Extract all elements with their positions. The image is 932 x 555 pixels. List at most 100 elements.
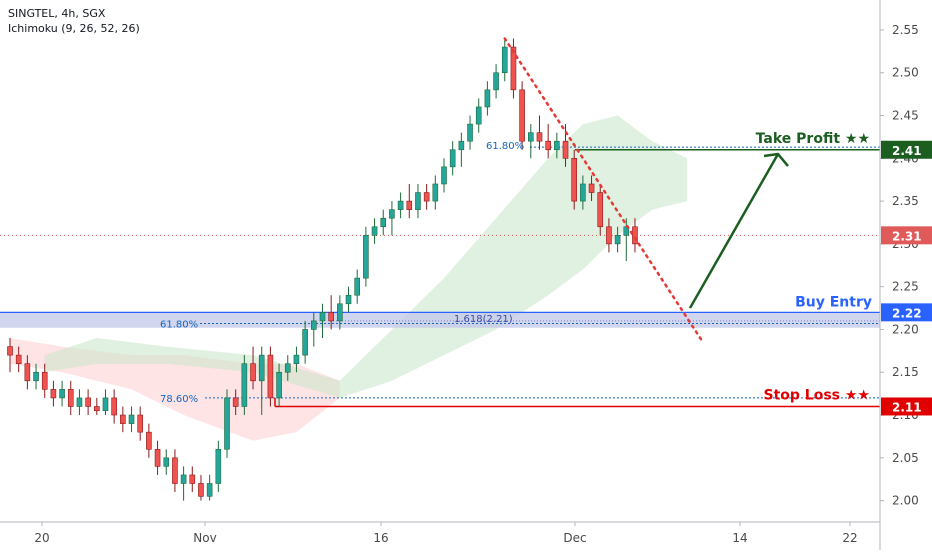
candle-body	[146, 431, 152, 450]
candle-body	[310, 320, 317, 330]
candle-body	[94, 406, 100, 412]
take-profit-badge: 2.41	[892, 144, 922, 158]
candle-body	[128, 414, 135, 424]
candle-body	[597, 192, 604, 228]
candle-body	[293, 354, 300, 364]
candle-body	[120, 414, 126, 424]
candle-body	[224, 397, 230, 450]
y-tick-label: 2.25	[892, 280, 919, 294]
fib-1618-label: 1.618(2.21)	[454, 314, 513, 325]
candle-body	[389, 209, 395, 219]
candle-body	[449, 149, 456, 168]
fib-618-upper-label: 61.80%	[486, 141, 524, 152]
buy-entry-badge: 2.22	[892, 306, 922, 320]
last-price-badge: 2.31	[892, 229, 922, 243]
candle-body	[580, 183, 586, 202]
symbol-title: SINGTEL, 4h, SGX	[8, 7, 106, 20]
take-profit-label: Take Profit ★★	[756, 131, 870, 147]
candle-body	[67, 389, 74, 407]
candle-body	[458, 140, 465, 151]
candle-body	[189, 474, 196, 484]
indicator-label: Ichimoku (9, 26, 52, 26)	[8, 22, 140, 35]
downtrend-line	[503, 37, 705, 344]
candle-body	[415, 192, 421, 210]
candle-body	[345, 294, 352, 305]
y-tick-label: 2.05	[892, 451, 919, 465]
buy-entry-label: Buy Entry	[795, 294, 872, 310]
candle-body	[536, 132, 543, 142]
fib-618-lower-label: 61.80%	[160, 319, 198, 330]
projection-arrow-head	[763, 152, 789, 167]
candle-body	[250, 363, 256, 382]
candle-body	[241, 363, 248, 407]
x-tick-label: 16	[373, 531, 388, 545]
ichimoku-cloud-bullish	[44, 115, 688, 398]
candle-body	[154, 448, 161, 467]
y-tick-label: 2.35	[892, 194, 919, 208]
candle-body	[406, 200, 413, 210]
candle-body	[423, 192, 430, 202]
candle-body	[163, 457, 170, 467]
x-tick-label: 14	[732, 531, 747, 545]
candle-body	[571, 158, 578, 202]
candle-body	[215, 448, 222, 484]
candle-body	[33, 371, 39, 382]
candle-body	[527, 132, 534, 142]
candle-body	[519, 89, 525, 142]
candle-body	[632, 226, 638, 245]
candle-body	[606, 226, 612, 245]
candle-body	[554, 140, 560, 151]
stop-loss-badge-bg	[881, 397, 932, 416]
x-tick-label: 22	[842, 531, 857, 545]
candle-body	[41, 371, 48, 390]
buy-entry-badge-bg	[881, 303, 932, 322]
y-tick-label: 2.45	[892, 109, 919, 123]
candle-body	[15, 354, 22, 364]
candle-body	[137, 414, 143, 433]
candle-body	[475, 106, 482, 125]
candle-body	[397, 200, 404, 210]
candle-body	[50, 389, 57, 399]
candle-body	[198, 483, 204, 497]
candle-body	[484, 89, 491, 108]
candle-body	[59, 389, 65, 399]
stop-loss-label: Stop Loss ★★	[764, 387, 870, 403]
take-profit-badge-bg	[881, 140, 932, 159]
candle-body	[302, 329, 308, 356]
x-tick-label: Nov	[193, 531, 216, 545]
y-tick-label: 2.00	[892, 494, 919, 508]
candle-body	[7, 346, 13, 356]
candle-body	[232, 397, 239, 407]
candle-body	[172, 457, 178, 484]
candle-body	[371, 226, 378, 236]
candle-body	[284, 363, 291, 373]
x-tick-label: 20	[34, 531, 49, 545]
candle-body	[206, 483, 213, 497]
candle-body	[276, 371, 282, 399]
candle-body	[180, 474, 187, 484]
x-tick-label: Dec	[563, 531, 586, 545]
candle-body	[267, 354, 274, 399]
fib-786-label: 78.60%	[160, 394, 198, 405]
y-tick-label: 2.15	[892, 365, 919, 379]
candle-body	[493, 72, 499, 91]
candle-body	[319, 312, 326, 322]
y-tick-label: 2.20	[892, 322, 919, 336]
candle-body	[501, 46, 508, 74]
buy-entry-zone	[0, 312, 880, 328]
projection-arrow	[688, 153, 780, 309]
candle-body	[588, 183, 595, 193]
candle-body	[614, 235, 621, 245]
stop-loss-badge: 2.11	[892, 400, 922, 414]
candle-body	[102, 397, 109, 412]
y-tick-label: 2.50	[892, 66, 919, 80]
candle-body	[441, 166, 447, 185]
candle-body	[258, 354, 265, 382]
candle-body	[545, 140, 551, 151]
candle-body	[337, 303, 343, 322]
candle-body	[562, 140, 569, 159]
candle-body	[328, 312, 334, 322]
candle-body	[354, 277, 361, 296]
